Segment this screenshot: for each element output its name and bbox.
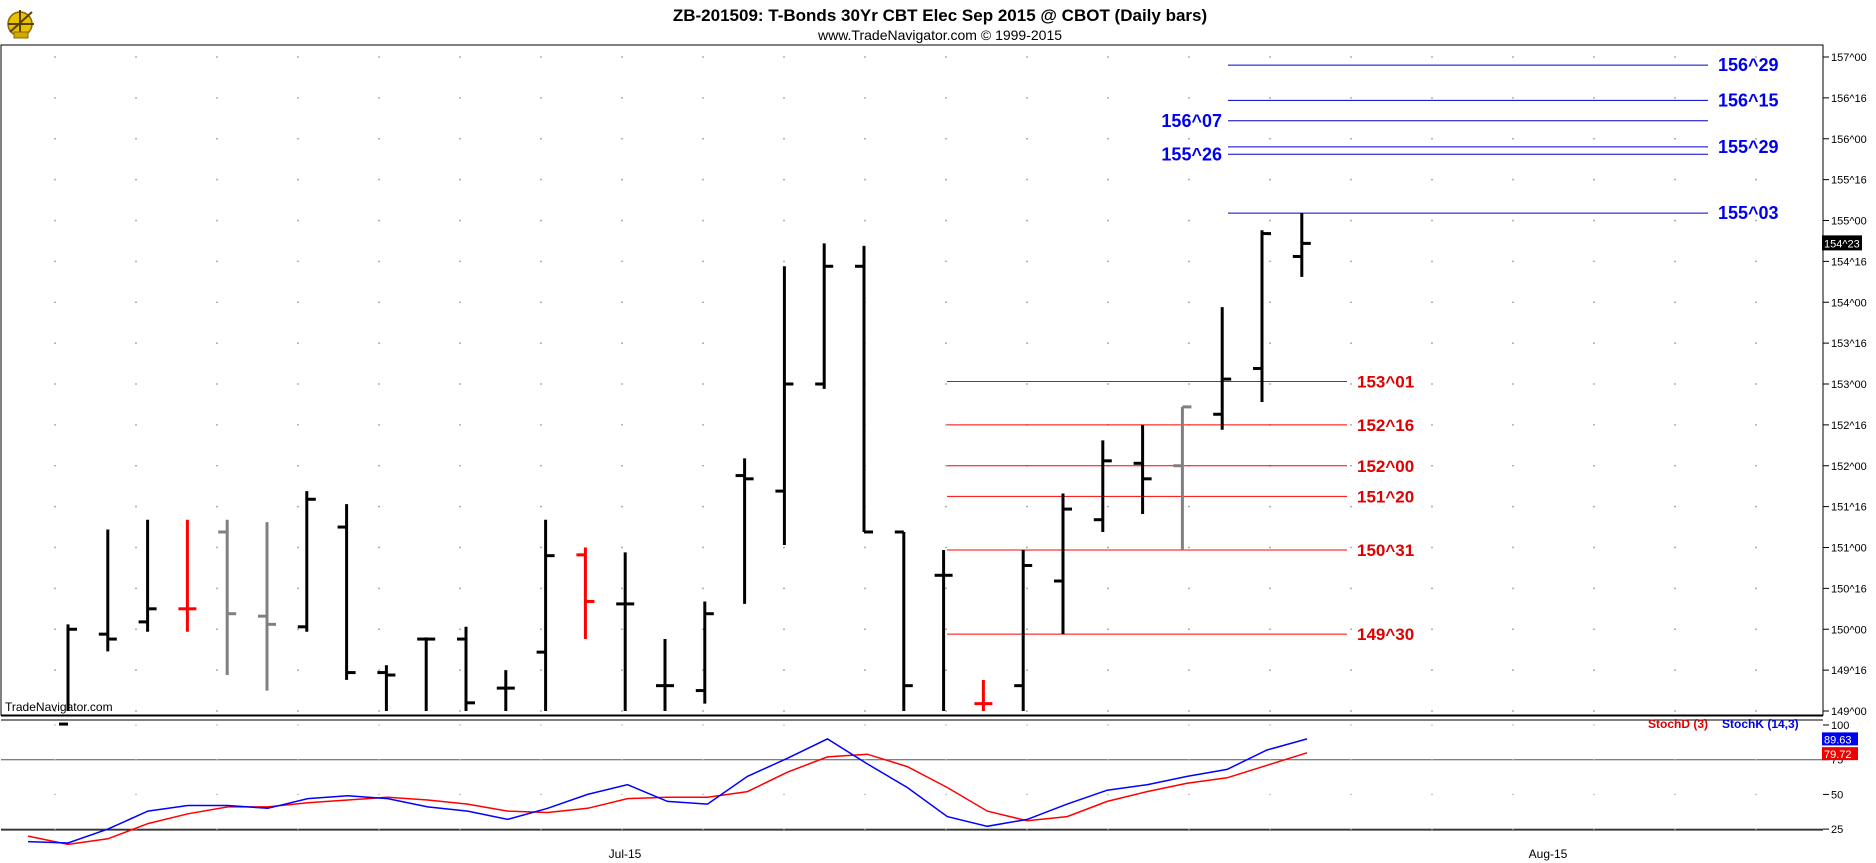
blue-level-label: 155^03 (1718, 203, 1779, 223)
ohlc-bar (576, 547, 595, 640)
blue-level-label: 156^07 (1161, 111, 1222, 131)
axis-label: 153^00 (1831, 379, 1867, 391)
ohlc-bar (616, 552, 635, 711)
legend-stochk: StochK (14,3) (1722, 717, 1799, 731)
ohlc-bar (138, 519, 157, 632)
axis-label: 153^16 (1831, 338, 1867, 350)
blue-level-label: 156^29 (1718, 55, 1779, 75)
x-label-jul: Jul-15 (609, 847, 642, 861)
ohlc-bar (1292, 213, 1311, 277)
axis-label: 156^16 (1831, 93, 1867, 105)
stoch-axis-label: 25 (1831, 824, 1843, 836)
stochk-line (27, 738, 1308, 844)
ohlc-bar (1253, 230, 1271, 402)
blue-level-label: 155^26 (1161, 144, 1222, 164)
ohlc-bar (1014, 549, 1033, 711)
ohlc-bar (974, 679, 993, 711)
axis-label: 152^00 (1831, 461, 1867, 473)
axis-label: 150^00 (1831, 624, 1867, 636)
ohlc-bar (894, 530, 913, 711)
chart-title: ZB-201509: T-Bonds 30Yr CBT Elec Sep 201… (673, 6, 1207, 25)
axis-label: 151^16 (1831, 502, 1867, 514)
ohlc-bar (855, 245, 873, 534)
stoch-axis-label: 50 (1831, 789, 1843, 801)
ohlc-bar (536, 519, 555, 711)
ohlc-bar (1213, 307, 1232, 430)
red-level-label: 152^16 (1357, 416, 1414, 435)
stochd-badge (1822, 747, 1858, 761)
ohlc-bar (695, 601, 714, 704)
legend-stochd: StochD (3) (1648, 717, 1708, 731)
ohlc-bar (815, 243, 834, 389)
price-bars (59, 213, 1311, 726)
ohlc-bar (775, 266, 794, 546)
axis-label: 152^16 (1831, 420, 1867, 432)
ohlc-bar (656, 639, 674, 711)
ohlc-bar (258, 522, 276, 691)
red-level-label: 153^01 (1357, 373, 1414, 392)
ohlc-bar (377, 665, 396, 711)
app-logo-icon (2, 2, 42, 42)
ohlc-bar (297, 491, 316, 632)
ohlc-bar (1054, 493, 1072, 635)
axis-label: 155^00 (1831, 216, 1867, 228)
stochd-line (27, 752, 1308, 846)
ohlc-bar (1093, 440, 1112, 532)
ohlc-bar (417, 637, 436, 711)
price-axis: 157^00 156^16 156^00 155^16 155^00 154^16 154^… (1822, 52, 1867, 718)
chart-subtitle: www.TradeNavigator.com © 1999-2015 (817, 27, 1062, 43)
axis-label: 154^00 (1831, 297, 1867, 309)
watermark: TradeNavigator.com (5, 700, 113, 714)
ohlc-bar (59, 624, 77, 726)
ohlc-bar (98, 529, 117, 652)
axis-label: 149^00 (1831, 706, 1867, 718)
ohlc-bar (218, 519, 237, 676)
axis-label: 149^16 (1831, 665, 1867, 677)
x-label-aug: Aug-15 (1529, 847, 1568, 861)
blue-level-label: 156^15 (1718, 90, 1779, 110)
axis-label: 150^16 (1831, 583, 1867, 595)
ohlc-bar (496, 670, 515, 711)
ohlc-bar (178, 519, 197, 632)
axis-label: 157^00 (1831, 52, 1867, 64)
ohlc-bar (1173, 405, 1192, 550)
axis-label: 154^16 (1831, 256, 1867, 268)
ohlc-bar (337, 504, 356, 680)
stochk-badge (1822, 732, 1858, 746)
red-level-label: 150^31 (1357, 541, 1414, 560)
blue-level-label: 155^29 (1718, 137, 1779, 157)
stochd-last: 79.72 (1824, 749, 1852, 761)
stochk-last: 89.63 (1824, 734, 1852, 746)
level-lines: 153^01 152^16 152^00 151^20 150^31 149^30 156^… (947, 55, 1779, 644)
ohlc-bar (934, 549, 953, 711)
plot-frame (0, 44, 1824, 716)
red-level-label: 152^00 (1357, 457, 1414, 476)
ohlc-bar (1133, 424, 1152, 514)
axis-label: 156^00 (1831, 134, 1867, 146)
red-level-label: 151^20 (1357, 487, 1414, 506)
last-price-label: 154^23 (1824, 238, 1860, 250)
axis-label: 155^16 (1831, 175, 1867, 187)
stoch-axis-label: 100 (1831, 720, 1849, 732)
axis-label: 151^00 (1831, 543, 1867, 555)
last-price-badge (1822, 235, 1862, 251)
ohlc-bar (457, 626, 475, 711)
red-level-label: 149^30 (1357, 625, 1414, 644)
ohlc-bar (735, 458, 754, 604)
